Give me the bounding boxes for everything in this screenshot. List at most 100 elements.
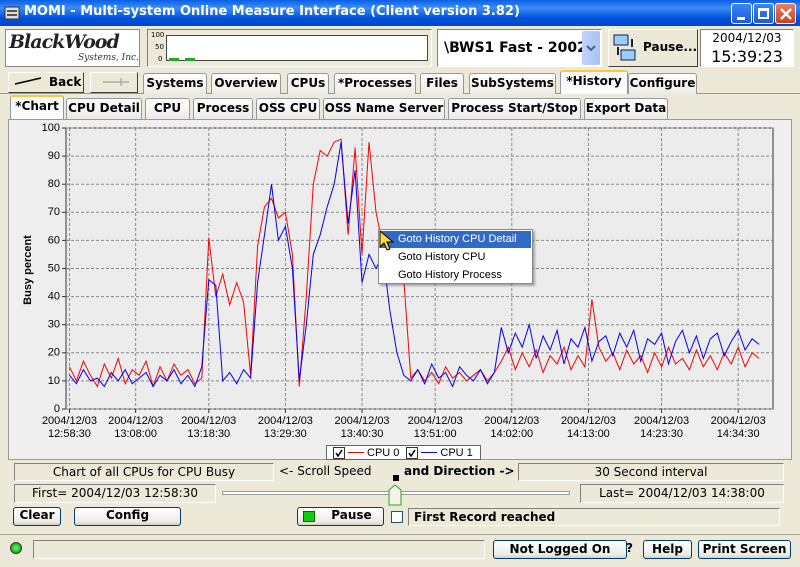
logo-name: BlackWood bbox=[9, 31, 120, 53]
tab[interactable]: Files bbox=[420, 73, 464, 94]
mouse-cursor bbox=[379, 230, 395, 251]
back-button[interactable]: Back bbox=[8, 72, 84, 93]
help-icon[interactable]: ? bbox=[626, 541, 633, 555]
y-tick-label: 100 bbox=[42, 122, 60, 134]
y-tick-label: 30 bbox=[48, 319, 60, 331]
legend-swatch bbox=[348, 452, 364, 453]
interval-field: 30 Second interval bbox=[518, 463, 784, 481]
tab[interactable]: Systems bbox=[143, 73, 207, 94]
legend-checkbox[interactable] bbox=[406, 446, 419, 459]
mini-label: 100 bbox=[151, 31, 165, 39]
system-select[interactable]: \BWS1 Fast - 2002 bbox=[437, 29, 602, 67]
y-tick-label: 10 bbox=[48, 375, 60, 387]
help-button[interactable]: Help bbox=[643, 540, 692, 559]
chart: Busy percent 0 10 20 30 40 50 60 70 80 90 100 bbox=[22, 122, 774, 415]
status-message: First Record reached bbox=[408, 508, 780, 526]
scroll-marker bbox=[393, 475, 399, 481]
logo: BlackWood Systems, Inc. bbox=[5, 29, 140, 67]
chart-panel: Busy percent 0 10 20 30 40 50 60 70 80 90 100 CPU … bbox=[8, 119, 792, 460]
app-icon bbox=[4, 6, 20, 20]
x-tick-label: 2004/12/03 13:40:30 bbox=[334, 415, 390, 440]
separator bbox=[0, 534, 800, 535]
x-tick-label: 2004/12/03 14:02:00 bbox=[484, 415, 540, 440]
legend-label: CPU 1 bbox=[440, 446, 473, 459]
series-line bbox=[69, 138, 760, 389]
tab[interactable]: CPUs bbox=[287, 73, 329, 94]
y-tick-label: 50 bbox=[48, 262, 60, 274]
logo-sub: Systems, Inc. bbox=[78, 53, 139, 63]
x-tick-label: 2004/12/03 14:23:30 bbox=[634, 415, 690, 440]
chart-caption: Chart of all CPUs for CPU Busy bbox=[14, 463, 274, 481]
last-field: Last= 2004/12/03 14:38:00 bbox=[580, 484, 784, 503]
time: 15:39:23 bbox=[711, 47, 783, 66]
clear-button[interactable]: Clear bbox=[13, 507, 61, 526]
forward-button[interactable] bbox=[90, 72, 138, 93]
pause-label: Pause... bbox=[643, 40, 698, 54]
minimize-button[interactable] bbox=[731, 3, 752, 24]
x-tick-label: 2004/12/03 13:51:00 bbox=[407, 415, 463, 440]
x-tick-label: 2004/12/03 13:29:30 bbox=[257, 415, 313, 440]
y-tick-label: 40 bbox=[48, 291, 60, 303]
x-tick-label: 2004/12/03 14:34:30 bbox=[710, 415, 766, 440]
legend-label: CPU 0 bbox=[367, 446, 400, 459]
menu-item[interactable]: Goto History CPU Detail bbox=[380, 231, 531, 248]
tab[interactable]: SubSystems bbox=[469, 73, 556, 94]
menu-item[interactable]: Goto History CPU bbox=[398, 251, 486, 263]
mini-label: 0 bbox=[158, 55, 163, 63]
tab[interactable]: Overview bbox=[211, 73, 281, 94]
tab[interactable]: *History bbox=[560, 70, 628, 94]
tab[interactable]: CPU bbox=[145, 98, 190, 119]
y-tick-label: 70 bbox=[48, 206, 60, 218]
mini-bar bbox=[185, 58, 195, 61]
config-button[interactable]: Config bbox=[74, 507, 181, 526]
connection-led bbox=[10, 542, 22, 554]
date: 2004/12/03 bbox=[712, 31, 782, 45]
status-field bbox=[33, 540, 485, 559]
close-button[interactable] bbox=[775, 3, 796, 24]
tab[interactable]: Export Data bbox=[584, 98, 668, 119]
mini-label: 50 bbox=[155, 43, 164, 51]
tab[interactable]: Configure bbox=[628, 73, 697, 94]
tab[interactable]: *Chart bbox=[10, 95, 64, 119]
y-tick-label: 0 bbox=[54, 403, 60, 415]
menu-item[interactable]: Goto History Process bbox=[398, 269, 502, 281]
login-button[interactable]: Not Logged On bbox=[493, 540, 627, 559]
y-tick-label: 80 bbox=[48, 178, 60, 190]
scroll-right-label: and Direction -> bbox=[404, 464, 515, 478]
pause-toggle-label: Pause bbox=[331, 508, 372, 522]
tab[interactable]: CPU Detail bbox=[66, 98, 142, 119]
y-tick-label: 90 bbox=[48, 150, 60, 162]
dropdown-arrow[interactable] bbox=[582, 31, 600, 65]
tab[interactable]: Process bbox=[193, 98, 253, 119]
maximize-button[interactable] bbox=[753, 3, 774, 24]
tab[interactable]: OSS Name Server bbox=[323, 98, 445, 119]
scroll-left-label: <- Scroll Speed bbox=[279, 464, 372, 478]
legend: CPU 0 CPU 1 bbox=[326, 445, 481, 460]
title-bar: MOMI - Multi-system Online Measure Inter… bbox=[0, 0, 800, 26]
pause-toggle[interactable]: Pause bbox=[297, 507, 384, 526]
system-name: \BWS1 Fast - 2002 bbox=[444, 40, 587, 56]
print-button[interactable]: Print Screen bbox=[698, 540, 791, 559]
mini-chart: 100 50 0 bbox=[147, 29, 432, 67]
x-tick-label: 2004/12/03 14:13:00 bbox=[560, 415, 616, 440]
tab[interactable]: OSS CPU bbox=[256, 98, 320, 119]
series-line bbox=[69, 142, 760, 388]
x-tick-label: 2004/12/03 13:18:30 bbox=[181, 415, 237, 440]
tab[interactable]: *Processes bbox=[334, 73, 416, 94]
checkbox[interactable] bbox=[391, 511, 403, 523]
clock: 2004/12/03 15:39:23 bbox=[700, 29, 794, 67]
legend-checkbox[interactable] bbox=[333, 446, 345, 459]
pause-button[interactable]: Pause... bbox=[608, 29, 698, 67]
y-tick-label: 60 bbox=[48, 234, 60, 246]
window-title: MOMI - Multi-system Online Measure Inter… bbox=[24, 4, 520, 19]
x-tick-label: 2004/12/03 12:58:30 bbox=[41, 415, 97, 440]
y-tick-label: 20 bbox=[48, 347, 60, 359]
tab[interactable]: Process Start/Stop bbox=[448, 98, 581, 119]
mini-bar bbox=[169, 58, 179, 61]
back-label: Back bbox=[49, 75, 82, 89]
pause-led bbox=[303, 511, 315, 522]
x-tick-label: 2004/12/03 13:08:00 bbox=[108, 415, 164, 440]
scroll-thumb[interactable] bbox=[388, 484, 402, 506]
context-menu: Goto History CPU Detail Goto History CPU G… bbox=[378, 229, 533, 284]
legend-swatch bbox=[421, 452, 438, 453]
